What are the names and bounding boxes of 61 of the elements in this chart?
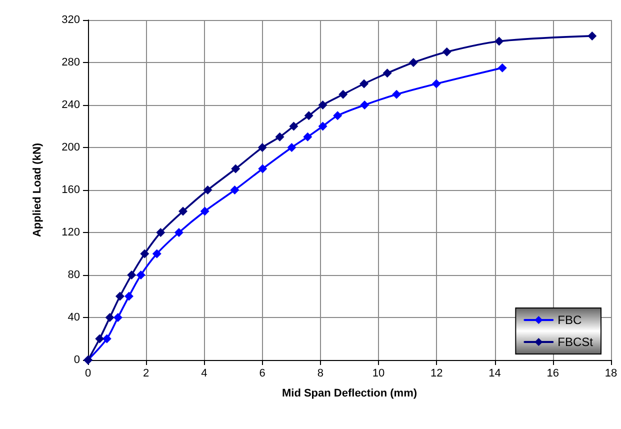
y-tick-label: 160	[62, 184, 80, 196]
x-tick-label: 14	[488, 368, 501, 380]
point	[275, 132, 284, 142]
x-tick-label: 18	[604, 368, 618, 380]
y-tick-label: 0	[74, 354, 80, 366]
x-tick-label: 10	[372, 368, 385, 380]
x-tick-label: 0	[84, 368, 92, 380]
point	[115, 292, 124, 301]
point	[156, 228, 166, 237]
point	[304, 111, 314, 120]
point	[360, 100, 370, 110]
point	[105, 313, 114, 322]
point	[113, 313, 122, 322]
point	[303, 132, 312, 142]
point	[287, 143, 296, 152]
point	[360, 79, 369, 88]
point	[408, 58, 418, 67]
point	[95, 334, 104, 344]
point	[494, 36, 504, 46]
y-tick-label: 240	[62, 99, 80, 111]
point	[442, 47, 452, 56]
point	[258, 143, 267, 152]
legend-label: FBC	[558, 313, 582, 327]
x-tick-label: 8	[317, 368, 324, 380]
point	[258, 164, 268, 174]
x-tick-label: 2	[143, 368, 150, 380]
point	[498, 63, 507, 72]
point	[136, 270, 146, 280]
legend-label: FBCSt	[558, 335, 594, 349]
y-tick-label: 40	[68, 312, 80, 324]
point	[102, 334, 112, 344]
point	[289, 122, 298, 131]
point	[178, 206, 188, 216]
y-tick-label: 120	[62, 226, 80, 238]
x-tick-label: 4	[201, 368, 208, 380]
point	[318, 122, 328, 131]
point	[203, 186, 212, 194]
point	[318, 100, 328, 110]
point	[338, 90, 348, 99]
y-tick-label: 320	[62, 14, 80, 26]
x-tick-label: 12	[430, 368, 443, 380]
point	[432, 79, 441, 88]
x-tick-label: 6	[259, 368, 266, 380]
point	[333, 111, 342, 120]
point	[174, 228, 184, 237]
point	[230, 186, 240, 194]
point	[231, 164, 240, 174]
y-tick-label: 280	[62, 56, 80, 68]
x-axis-title: Mid Span Deflection (mm)	[282, 388, 418, 400]
point	[127, 270, 136, 280]
y-tick-label: 80	[68, 269, 80, 281]
y-axis-title: Applied Load (kN)	[32, 142, 44, 238]
point	[124, 292, 134, 301]
point	[152, 249, 162, 258]
point	[382, 68, 392, 78]
point	[200, 206, 210, 216]
point	[392, 90, 402, 99]
point	[588, 31, 597, 40]
y-tick-label: 200	[62, 142, 80, 154]
x-tick-label: 16	[546, 368, 560, 380]
point	[140, 249, 150, 258]
